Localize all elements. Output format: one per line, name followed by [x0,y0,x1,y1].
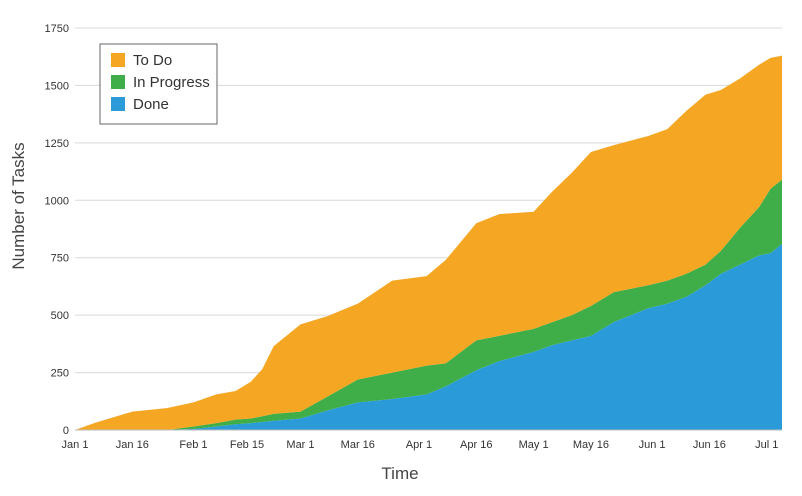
legend-items: To Do In Progress Done [111,52,210,113]
x-axis-title: Time [381,464,418,483]
legend-label-to-do: To Do [133,52,172,69]
x-tick-label: Mar 16 [341,439,375,451]
legend: To Do In Progress Done [99,43,218,125]
legend-swatch-done [111,97,125,111]
x-tick-label: Jul 1 [755,439,778,451]
x-tick-label: May 1 [519,439,549,451]
y-tick-label: 250 [51,368,69,380]
plot-areas [75,55,782,431]
x-tick-label: Apr 1 [406,439,432,451]
y-tick-label: 750 [51,253,69,265]
legend-swatch-in-progress [111,75,125,89]
x-tick-label: Jan 16 [116,439,149,451]
area-done [75,243,782,430]
y-axis-title: Number of Tasks [9,142,28,269]
y-tick-label: 500 [51,310,69,322]
x-tick-label: Jun 16 [693,439,726,451]
y-tick-label: 1500 [45,80,69,92]
x-tick-label: Feb 15 [230,439,264,451]
legend-swatch-to-do [111,53,125,67]
area-to-do [75,55,782,431]
x-tick-label: Jan 1 [62,439,89,451]
y-tick-label: 0 [63,425,69,437]
area-in-progress [75,179,782,430]
x-tick-label: Apr 16 [460,439,492,451]
x-tick-label: Mar 1 [286,439,314,451]
legend-label-in-progress: In Progress [133,74,210,91]
y-tick-label: 1250 [45,138,69,150]
x-tick-label: Feb 1 [179,439,207,451]
x-tick-label: Jun 1 [639,439,666,451]
y-tick-label: 1750 [45,23,69,35]
axes: 0 250 500 750 1000 1250 1500 1750 Jan 1 Jan 16 Feb… [45,23,782,451]
legend-label-done: Done [133,96,169,113]
x-tick-label: May 16 [573,439,609,451]
y-tick-label: 1000 [45,195,69,207]
